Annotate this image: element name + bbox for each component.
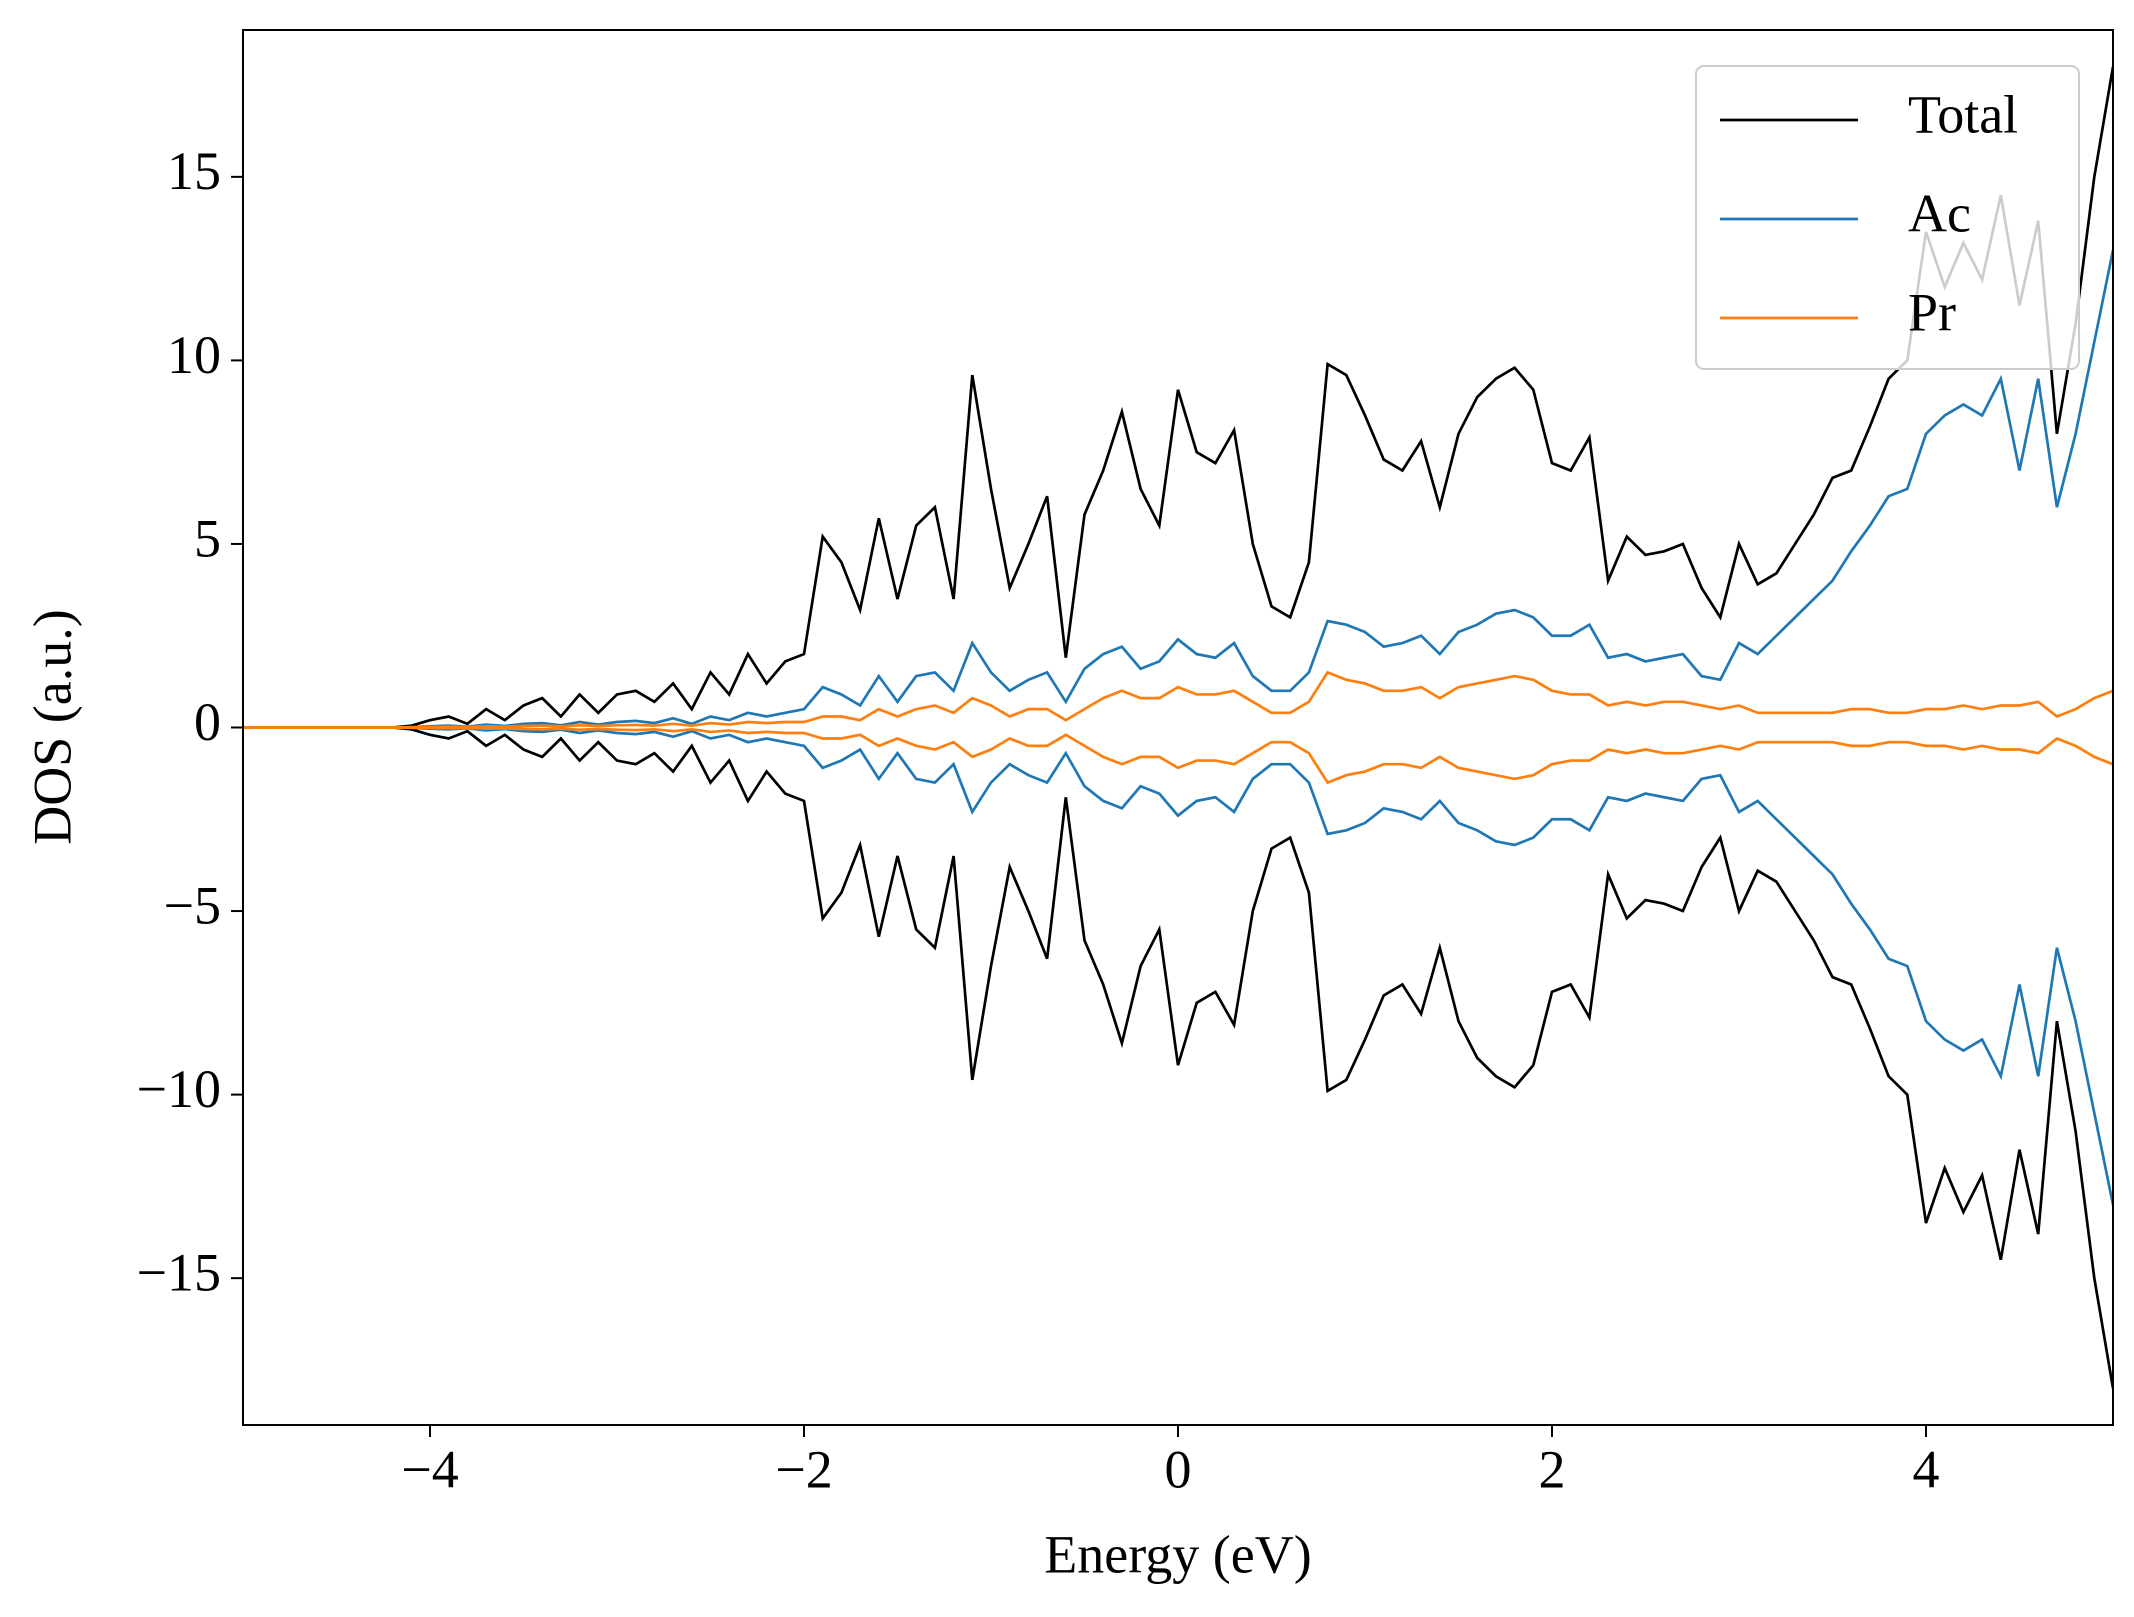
y-tick-label: 10 (167, 325, 221, 385)
legend: Total Ac Pr (1695, 65, 2080, 370)
legend-label: Pr (1908, 282, 1956, 342)
y-tick-label: −10 (137, 1059, 221, 1119)
y-tick-label: 0 (194, 692, 221, 752)
series-line (243, 66, 2113, 729)
series-line (243, 726, 2113, 1389)
y-tick-label: −5 (164, 875, 221, 935)
legend-label: Ac (1908, 183, 1971, 243)
x-tick-label: 4 (1913, 1439, 1940, 1499)
y-axis-label: DOS (a.u.) (22, 609, 82, 844)
series-line (243, 670, 2113, 729)
y-tick-label: 15 (167, 141, 221, 201)
y-tick-label: 5 (194, 508, 221, 568)
x-tick-label: −4 (401, 1439, 458, 1499)
series-line (243, 726, 2113, 785)
x-tick-label: 2 (1539, 1439, 1566, 1499)
x-tick-label: 0 (1165, 1439, 1192, 1499)
x-axis-label: Energy (eV) (1044, 1524, 1311, 1584)
legend-box (1695, 65, 2080, 370)
y-tick-label: −15 (137, 1243, 221, 1303)
x-tick-label: −2 (775, 1439, 832, 1499)
series-line (243, 726, 2113, 1206)
series-line (243, 249, 2113, 729)
legend-label: Total (1908, 84, 2018, 144)
